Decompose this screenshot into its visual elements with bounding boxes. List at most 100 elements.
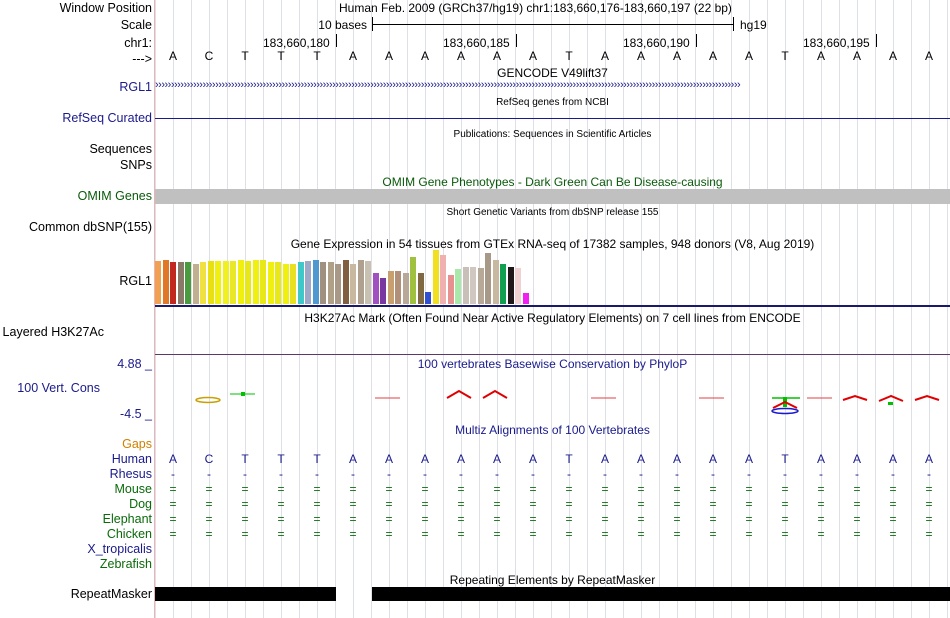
gtex-tissue-bar[interactable] xyxy=(478,268,485,304)
gtex-tissue-bar[interactable] xyxy=(208,261,215,304)
gtex-tissue-bar[interactable] xyxy=(163,260,170,304)
gtex-tissue-bar[interactable] xyxy=(230,261,237,304)
base-dog: = xyxy=(853,497,861,511)
gtex-tissue-bar[interactable] xyxy=(388,271,395,304)
omim-label[interactable]: OMIM Genes xyxy=(77,189,152,203)
rgl1-gene-feature[interactable]: ››››››››››››››››››››››››››››››››››››››››… xyxy=(155,79,741,91)
base-rhesus: - xyxy=(351,467,355,481)
base-chicken: = xyxy=(205,527,213,541)
grid-line xyxy=(155,0,156,618)
species-xtropicalis-label[interactable]: X_tropicalis xyxy=(87,542,152,556)
track-image[interactable]: Human Feb. 2009 (GRCh37/hg19) chr1:183,6… xyxy=(155,0,950,618)
repeat-element-feature[interactable] xyxy=(155,587,336,601)
gtex-tissue-bar[interactable] xyxy=(215,261,222,304)
species-human-label[interactable]: Human xyxy=(111,452,152,466)
gtex-tissue-bar[interactable] xyxy=(253,260,260,304)
gtex-tissue-bar[interactable] xyxy=(448,275,455,304)
base-mouse: = xyxy=(313,482,321,496)
dbsnp-track-title: Short Genetic Variants from dbSNP releas… xyxy=(446,207,659,218)
sequences-label[interactable]: Sequences xyxy=(89,142,152,156)
gtex-tissue-bar[interactable] xyxy=(350,264,357,304)
gtex-tissue-bar[interactable] xyxy=(268,262,275,304)
cons-label[interactable]: 100 Vert. Cons xyxy=(17,381,100,395)
snps-label[interactable]: SNPs xyxy=(120,158,152,172)
base-bases: A xyxy=(636,452,645,466)
base-mouse: = xyxy=(637,482,645,496)
gtex-tissue-bar[interactable] xyxy=(185,262,192,304)
gtex-tissue-bar[interactable] xyxy=(223,261,230,304)
gtex-tissue-bar[interactable] xyxy=(463,267,470,304)
gtex-tissue-bar[interactable] xyxy=(365,261,372,304)
gtex-tissue-bar[interactable] xyxy=(298,262,305,304)
multiz-track-title: Multiz Alignments of 100 Vertebrates xyxy=(455,423,650,437)
gtex-tissue-bar[interactable] xyxy=(343,260,350,304)
gtex-tissue-bar[interactable] xyxy=(313,260,320,304)
gtex-tissue-bar[interactable] xyxy=(418,273,425,304)
gtex-tissue-bar[interactable] xyxy=(275,262,282,304)
phylop-signal[interactable] xyxy=(155,380,950,420)
gtex-tissue-bar[interactable] xyxy=(335,264,342,304)
gtex-tissue-bar[interactable] xyxy=(508,267,515,304)
gtex-tissue-bar[interactable] xyxy=(493,260,500,304)
gtex-tissue-bar[interactable] xyxy=(290,264,297,304)
gtex-tissue-bar[interactable] xyxy=(380,278,387,304)
scale-label[interactable]: Scale xyxy=(120,18,152,32)
grid-line xyxy=(821,0,822,618)
repeat-element-feature[interactable] xyxy=(372,587,950,601)
base-mouse: = xyxy=(745,482,753,496)
gtex-tissue-bar[interactable] xyxy=(433,250,440,304)
grid-line xyxy=(461,0,462,618)
refseq-gene-line[interactable] xyxy=(155,118,950,119)
gtex-tissue-bar[interactable] xyxy=(455,269,462,304)
base-elephant: = xyxy=(385,512,393,526)
gtex-tissue-bar[interactable] xyxy=(358,260,365,304)
species-zebrafish-label[interactable]: Zebrafish xyxy=(99,557,152,571)
gtex-tissue-bar[interactable] xyxy=(425,292,432,304)
species-elephant-label[interactable]: Elephant xyxy=(102,512,152,526)
gtex-tissue-bar[interactable] xyxy=(500,264,507,304)
gtex-tissue-bar[interactable] xyxy=(320,262,327,304)
gtex-tissue-bar[interactable] xyxy=(238,260,245,304)
refseq-label[interactable]: RefSeq Curated xyxy=(62,111,152,125)
chrom-label[interactable]: chr1: xyxy=(124,36,152,50)
species-dog-label[interactable]: Dog xyxy=(129,497,152,511)
repeatmasker-label[interactable]: RepeatMasker xyxy=(70,587,152,601)
base-bases: A xyxy=(528,452,537,466)
h3k27ac-label[interactable]: Layered H3K27Ac xyxy=(2,325,104,339)
gtex-tissue-bar[interactable] xyxy=(305,261,312,304)
gtex-tissue-bar[interactable] xyxy=(170,262,177,304)
gtex-baseline xyxy=(155,305,950,307)
base-rhesus: - xyxy=(891,467,895,481)
species-rhesus-label[interactable]: Rhesus xyxy=(109,467,152,481)
base-bases: A xyxy=(888,452,897,466)
gtex-tissue-bar[interactable] xyxy=(328,262,335,304)
gtex-tissue-bar[interactable] xyxy=(155,261,162,304)
gtex-tissue-bar[interactable] xyxy=(178,262,185,304)
omim-gene-feature[interactable] xyxy=(155,189,950,204)
gtex-tissue-bar[interactable] xyxy=(245,261,252,304)
species-mouse-label[interactable]: Mouse xyxy=(114,482,152,496)
gtex-tissue-bar[interactable] xyxy=(485,253,492,304)
gtex-bar-chart[interactable] xyxy=(155,250,555,304)
gaps-label[interactable]: Gaps xyxy=(122,437,152,451)
gtex-tissue-bar[interactable] xyxy=(200,262,207,304)
dbsnp-label[interactable]: Common dbSNP(155) xyxy=(29,220,152,234)
species-chicken-label[interactable]: Chicken xyxy=(106,527,152,541)
gtex-tissue-bar[interactable] xyxy=(260,260,267,304)
gtex-tissue-bar[interactable] xyxy=(403,273,410,304)
gtex-tissue-bar[interactable] xyxy=(515,268,522,304)
gtex-tissue-bar[interactable] xyxy=(470,267,477,304)
grid-line xyxy=(857,0,858,618)
gtex-tissue-bar[interactable] xyxy=(373,273,380,304)
gtex-tissue-bar[interactable] xyxy=(193,264,200,304)
base-rhesus: - xyxy=(639,467,643,481)
gtex-tissue-bar[interactable] xyxy=(283,264,290,304)
strand-label[interactable]: ---> xyxy=(132,52,152,66)
gtex-tissue-bar[interactable] xyxy=(523,293,530,304)
window-position-label[interactable]: Window Position xyxy=(59,1,152,15)
gtex-label[interactable]: RGL1 xyxy=(119,274,152,288)
gtex-tissue-bar[interactable] xyxy=(410,257,417,304)
gtex-tissue-bar[interactable] xyxy=(395,271,402,304)
gene-label[interactable]: RGL1 xyxy=(119,80,152,94)
gtex-tissue-bar[interactable] xyxy=(440,255,447,304)
